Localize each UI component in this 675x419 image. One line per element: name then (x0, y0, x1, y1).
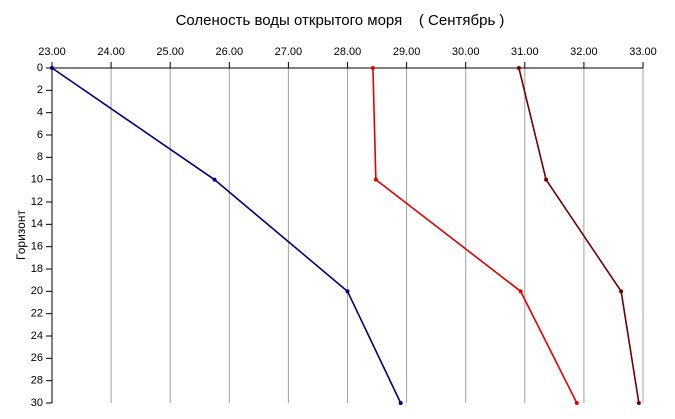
point (212, 177, 217, 182)
y-tick-label: 2 (37, 84, 43, 96)
x-tick-label: 30.00 (452, 46, 480, 58)
y-tick-label: 14 (31, 218, 43, 230)
x-tick-label: 24.00 (97, 46, 125, 58)
x-tick-label: 32.00 (570, 46, 598, 58)
series-line (51, 67, 402, 404)
point (574, 401, 579, 405)
x-tick-label: 31.00 (511, 46, 539, 58)
x-tick-label: 27.00 (275, 46, 303, 58)
x-tick-label: 28.00 (334, 46, 362, 58)
y-tick-label: 4 (37, 107, 43, 119)
x-tick-label: 25.00 (156, 46, 184, 58)
point (398, 401, 403, 405)
y-tick-label: 30 (31, 397, 43, 409)
y-tick-label: 20 (31, 285, 43, 297)
point (516, 66, 521, 70)
point (50, 66, 54, 70)
point (544, 177, 549, 182)
y-tick-label: 16 (31, 241, 43, 253)
y-tick-label: 26 (31, 352, 43, 364)
point (370, 66, 375, 70)
y-tick-label: 0 (37, 62, 43, 74)
chart-title: Соленость воды открытого моря ( Сентябрь… (176, 12, 505, 29)
x-tick-label: 26.00 (216, 46, 244, 58)
y-tick-label: 12 (31, 196, 43, 208)
y-tick-label: 6 (37, 129, 43, 141)
x-tick-label: 23.00 (38, 46, 66, 58)
series-line (372, 67, 578, 404)
y-tick-label: 24 (31, 330, 43, 342)
point (636, 401, 641, 405)
y-tick-label: 8 (37, 151, 43, 163)
y-axis-label: Горизонт (14, 210, 28, 260)
y-tick-label: 18 (31, 263, 43, 275)
point (345, 289, 350, 294)
y-tick-label: 10 (31, 174, 43, 186)
y-tick-label: 28 (31, 375, 43, 387)
x-tick-label: 33.00 (629, 46, 657, 58)
x-tick-label: 29.00 (393, 46, 421, 58)
point (518, 289, 523, 294)
point (373, 177, 378, 182)
point (619, 289, 624, 294)
y-tick-label: 22 (31, 308, 43, 320)
series-line (518, 67, 640, 404)
